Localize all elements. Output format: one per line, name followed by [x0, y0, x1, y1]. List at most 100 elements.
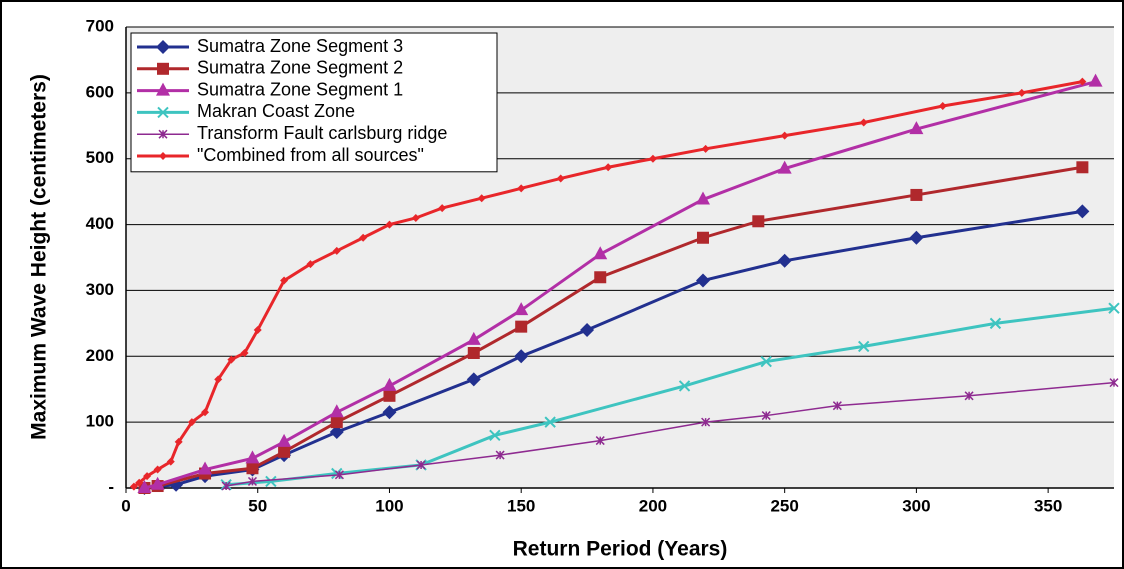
marker	[604, 163, 613, 172]
series-line	[144, 165, 1083, 490]
marker	[137, 480, 152, 493]
marker	[696, 231, 709, 244]
marker	[438, 204, 447, 213]
marker	[227, 355, 236, 364]
marker	[517, 184, 526, 193]
y-tick-label: 400	[86, 214, 114, 233]
marker	[166, 457, 175, 466]
marker	[1076, 161, 1089, 174]
marker	[1075, 204, 1090, 219]
marker	[761, 411, 771, 421]
marker	[157, 106, 169, 119]
marker	[467, 346, 480, 359]
marker	[247, 476, 257, 486]
marker	[857, 340, 870, 353]
marker	[158, 129, 168, 139]
marker	[701, 144, 710, 153]
marker	[240, 348, 249, 357]
marker	[859, 118, 868, 127]
y-tick-label: 100	[86, 412, 114, 431]
marker	[777, 160, 792, 174]
marker	[832, 401, 842, 411]
x-tick-label: 300	[902, 496, 930, 515]
marker	[648, 154, 657, 163]
marker	[214, 375, 223, 384]
marker	[1109, 378, 1119, 388]
marker	[280, 276, 289, 285]
marker	[157, 62, 169, 75]
y-tick-label: 200	[86, 346, 114, 365]
x-tick-label: 350	[1034, 496, 1062, 515]
x-tick-label: 150	[507, 496, 535, 515]
marker	[777, 253, 792, 268]
marker	[595, 436, 605, 446]
marker	[382, 377, 397, 391]
legend-box	[130, 32, 498, 173]
marker	[265, 475, 277, 488]
x-axis-label: Return Period (Years)	[513, 538, 728, 561]
marker	[466, 331, 481, 345]
marker	[334, 470, 344, 480]
legend-label: Makran Coast Zone	[197, 101, 355, 121]
marker	[580, 322, 595, 337]
series-line	[133, 80, 1083, 488]
marker	[143, 472, 152, 481]
marker	[752, 215, 765, 228]
y-axis-label: Maximum Wave Height (centimeters)	[28, 74, 51, 440]
x-tick-label: 250	[770, 496, 798, 515]
y-tick-label: 300	[86, 280, 114, 299]
marker	[989, 317, 1002, 330]
marker	[187, 418, 196, 427]
marker	[150, 476, 165, 490]
marker	[246, 462, 259, 475]
x-tick-label: 200	[639, 496, 667, 515]
marker	[514, 302, 529, 316]
marker	[489, 429, 501, 442]
marker	[760, 355, 772, 368]
y-tick-label: 600	[86, 82, 114, 101]
marker	[1108, 302, 1120, 314]
marker	[411, 213, 420, 222]
x-tick-label: 50	[248, 496, 267, 515]
marker	[174, 437, 183, 446]
series-line	[144, 80, 1096, 490]
marker	[477, 194, 486, 203]
marker	[909, 230, 924, 245]
marker	[278, 445, 291, 458]
marker	[695, 191, 710, 205]
marker	[156, 82, 170, 96]
marker	[593, 246, 608, 260]
legend-label: "Combined from all sources"	[197, 145, 424, 165]
marker	[330, 416, 343, 429]
legend-label: Sumatra Zone Segment 3	[197, 36, 403, 56]
marker	[1017, 88, 1026, 97]
marker	[129, 482, 138, 491]
marker	[198, 461, 213, 475]
marker	[678, 380, 691, 392]
legend-label: Transform Fault carlsburg ridge	[197, 123, 447, 143]
marker	[156, 40, 170, 54]
marker	[695, 273, 710, 288]
marker	[515, 320, 528, 333]
marker	[153, 465, 162, 474]
marker	[332, 246, 341, 255]
marker	[466, 372, 481, 387]
marker	[221, 481, 231, 491]
marker	[544, 416, 556, 428]
marker	[329, 425, 344, 440]
x-tick-label: 0	[121, 496, 130, 515]
marker	[416, 460, 426, 470]
marker	[159, 152, 167, 160]
marker	[594, 271, 607, 284]
marker	[556, 174, 565, 183]
marker	[277, 433, 292, 447]
legend-label: Sumatra Zone Segment 2	[197, 58, 403, 78]
marker	[382, 405, 397, 420]
marker	[253, 325, 262, 334]
marker	[385, 220, 394, 229]
legend-label: Sumatra Zone Segment 1	[197, 79, 403, 99]
marker	[359, 233, 368, 242]
marker	[910, 188, 923, 201]
